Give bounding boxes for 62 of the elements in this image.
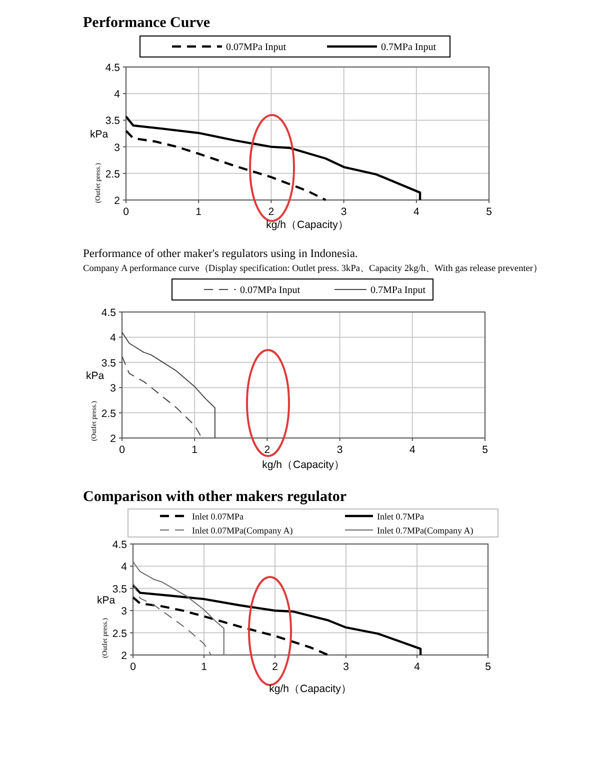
- line-series: [124, 130, 327, 202]
- x-tick-label: 0: [123, 206, 130, 218]
- chart-title: Performance Curve: [83, 15, 210, 31]
- line-series: [122, 356, 202, 438]
- x-axis-title: kg/h（Capacity）: [269, 683, 352, 695]
- legend-label: Inlet 0.07MPa: [192, 512, 244, 522]
- x-axis-title: kg/h（Capacity）: [262, 459, 345, 471]
- y-tick-label: 2.5: [101, 408, 116, 420]
- x-tick-label: 1: [192, 444, 198, 456]
- y-tick-label: 2.5: [105, 168, 120, 180]
- line-series: [122, 332, 216, 438]
- y-tick-label: 3: [110, 382, 116, 395]
- y-axis-title: kPa: [90, 128, 108, 140]
- legend-label: Inlet 0.7MPa: [377, 512, 424, 522]
- legend-label: 0.7MPa Input: [370, 285, 426, 296]
- x-tick-label: 4: [414, 661, 420, 673]
- x-tick-label: 5: [482, 444, 488, 456]
- line-series: [132, 584, 422, 656]
- x-tick-label: 3: [340, 206, 347, 218]
- y-tick-label: 2: [114, 195, 120, 207]
- y-tick-label: 4.5: [105, 62, 120, 74]
- x-tick-label: 3: [336, 444, 343, 456]
- y-tick-label: 3: [121, 606, 128, 618]
- y-tick-label: 2.5: [112, 628, 128, 640]
- legend-label: Inlet 0.7MPa(Company A): [377, 526, 474, 536]
- line-series: [132, 561, 224, 656]
- y-tick-label: 3.5: [101, 357, 116, 370]
- x-tick-label: 5: [486, 206, 492, 218]
- x-tick-label: 5: [485, 661, 492, 673]
- y-tick-label: 3.5: [112, 583, 128, 596]
- line-series: [124, 115, 422, 202]
- chart-title: Comparison with other makers regulator: [83, 489, 347, 505]
- line-series: [132, 596, 330, 656]
- chart-subtitle: Company A performance curve（Display specification: Outlet press. 3kPa、Capacity 2kg/h、With gas release preventer）: [83, 264, 542, 274]
- y-tick-label: 4: [114, 88, 120, 101]
- legend-label: Inlet 0.07MPa(Company A): [192, 526, 293, 536]
- x-tick-label: 2: [264, 444, 270, 456]
- x-tick-label: 1: [196, 206, 202, 218]
- x-tick-label: 3: [343, 661, 350, 673]
- y-tick-label: 2: [121, 650, 128, 662]
- chart-title: Performance of other maker's regulators using in Indonesia.: [83, 248, 358, 260]
- x-tick-label: 1: [201, 661, 208, 673]
- y-tick-label: 4: [110, 332, 116, 344]
- x-tick-label: 4: [409, 444, 416, 456]
- y-axis-title: kPa: [97, 594, 116, 606]
- x-tick-label: 2: [272, 661, 278, 673]
- x-axis-title: kg/h（Capacity）: [266, 219, 349, 231]
- y-tick-label: 4.5: [101, 307, 116, 319]
- x-tick-label: 0: [130, 661, 136, 673]
- x-tick-label: 2: [268, 206, 274, 218]
- legend-label: 0.07MPa Input: [226, 42, 286, 53]
- y-tick-label: 4: [121, 561, 128, 574]
- y-tick-label: 3: [114, 142, 120, 154]
- y-tick-label: 2: [110, 433, 116, 445]
- x-tick-label: 0: [119, 444, 126, 456]
- legend-label: 0.07MPa Input: [240, 285, 300, 296]
- x-tick-label: 4: [413, 206, 420, 218]
- y-axis-title: kPa: [86, 370, 104, 382]
- legend-label: 0.7MPa Input: [381, 42, 436, 53]
- line-series: [132, 582, 212, 656]
- y-tick-label: 3.5: [105, 115, 120, 128]
- y-tick-label: 4.5: [112, 539, 128, 551]
